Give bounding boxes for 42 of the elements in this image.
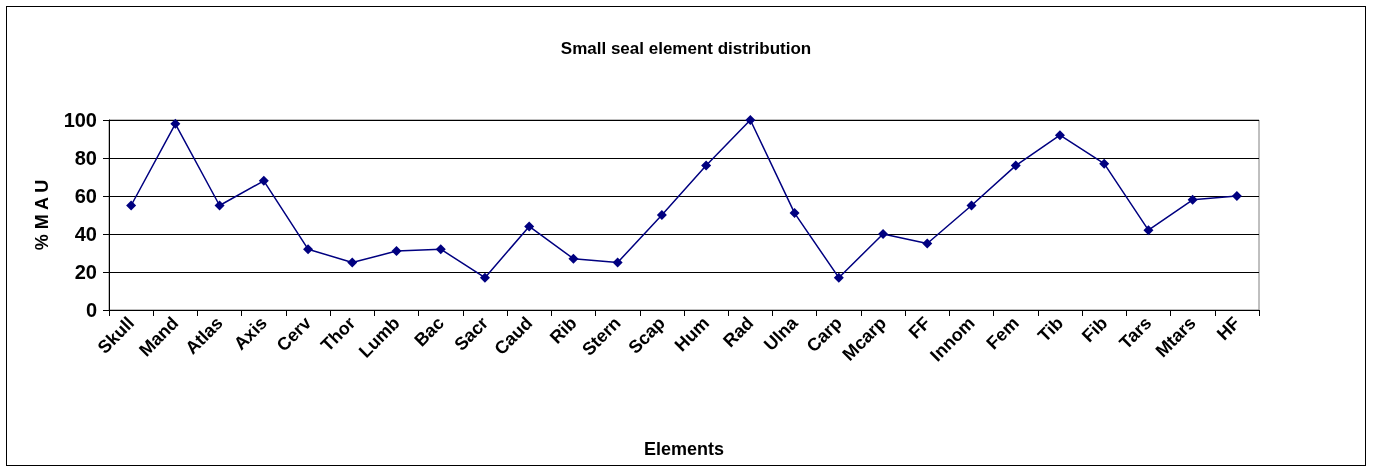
point [612, 257, 623, 268]
y-tick-label: 0 [85, 299, 97, 321]
point [1010, 160, 1021, 171]
point [126, 200, 137, 211]
point [878, 229, 889, 239]
x-tick-label: Bac [410, 312, 448, 351]
point [391, 246, 402, 257]
point [479, 272, 490, 283]
point [568, 253, 579, 264]
point [966, 200, 977, 211]
x-axis-title: Elements [643, 439, 725, 459]
point [303, 244, 314, 255]
point [524, 221, 535, 232]
point [214, 200, 225, 211]
x-tick-label: Rib [545, 312, 581, 348]
chart-title: Small seal element distribution [560, 39, 812, 58]
y-tick-label: 100 [63, 109, 97, 131]
point [833, 272, 844, 283]
point [789, 208, 800, 219]
y-tick-label: 80 [74, 147, 97, 169]
x-tick-label: Tib [1034, 312, 1068, 346]
point [922, 238, 933, 249]
point [170, 118, 181, 129]
point [1231, 191, 1242, 201]
x-tick-label: FF [904, 312, 935, 343]
x-tick-label: Tars [1115, 312, 1156, 353]
point [347, 257, 358, 268]
y-axis-title: % M A U [32, 179, 52, 251]
point [745, 115, 756, 125]
point [656, 210, 667, 220]
point [435, 244, 446, 255]
point [1187, 194, 1198, 205]
point [701, 160, 712, 171]
y-tick-label: 40 [74, 223, 97, 245]
point [1143, 225, 1154, 236]
point [1099, 158, 1110, 169]
point [1054, 130, 1065, 141]
x-tick-label: HF [1212, 312, 1244, 345]
point [258, 175, 269, 186]
x-tick-label: Fib [1078, 312, 1112, 347]
y-tick-label: 60 [74, 185, 97, 207]
y-tick-label: 20 [74, 261, 97, 283]
